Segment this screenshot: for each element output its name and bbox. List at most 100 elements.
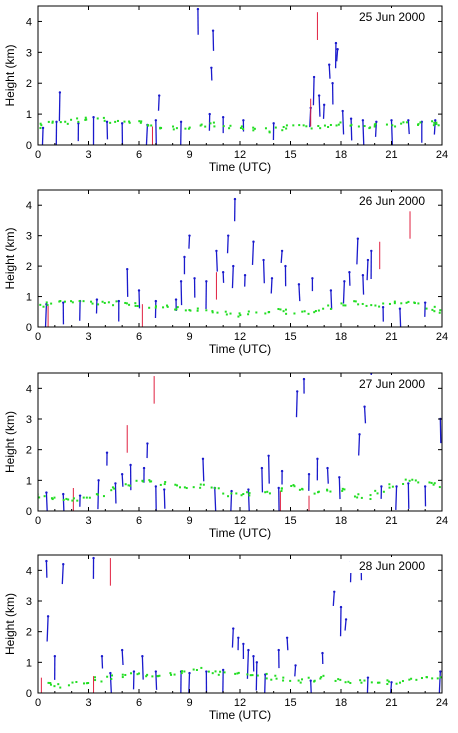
boundary-layer-point	[214, 487, 217, 490]
boundary-layer-point	[228, 127, 231, 130]
boundary-layer-point	[196, 307, 199, 310]
boundary-layer-point	[96, 493, 99, 496]
cloud-base-point	[120, 648, 124, 652]
cloud-base-mark	[336, 49, 339, 62]
boundary-layer-point	[176, 306, 179, 309]
boundary-layer-point	[134, 304, 137, 307]
cloud-base-point	[361, 274, 365, 277]
x-tick-label: 21	[385, 149, 397, 161]
x-tick-label: 0	[35, 149, 41, 161]
boundary-layer-point	[106, 675, 109, 678]
y-tick-label: 3	[26, 231, 32, 243]
boundary-layer-point	[317, 309, 320, 312]
boundary-layer-point	[317, 491, 320, 494]
cloud-base-mark	[438, 671, 441, 693]
plot-area	[40, 556, 442, 693]
boundary-layer-point	[340, 302, 343, 305]
boundary-layer-point	[51, 121, 54, 124]
boundary-layer-point	[253, 127, 256, 130]
boundary-layer-point	[404, 478, 407, 481]
cloud-base-point	[316, 457, 319, 461]
boundary-layer-point	[266, 490, 269, 493]
cloud-base-point	[349, 117, 353, 120]
boundary-layer-point	[148, 306, 151, 309]
boundary-layer-point	[101, 300, 104, 303]
boundary-layer-point	[83, 682, 86, 685]
boundary-layer-point	[247, 313, 250, 316]
cloud-base-mark	[163, 489, 166, 509]
boundary-layer-point	[125, 302, 128, 305]
cloud-base-point	[326, 466, 329, 470]
boundary-layer-point	[75, 680, 78, 683]
axis-frame	[37, 189, 443, 328]
date-label: 27 Jun 2000	[359, 377, 425, 391]
cloud-base-mark	[226, 235, 229, 254]
date-label-backing	[350, 375, 436, 391]
y-axis-label: Height (km)	[3, 593, 17, 655]
boundary-layer-point	[373, 123, 376, 126]
boundary-layer-point	[275, 677, 278, 680]
cloud-base-mark	[363, 406, 367, 424]
boundary-layer-point	[172, 125, 175, 128]
boundary-layer-point	[337, 123, 340, 126]
boundary-layer-point	[62, 498, 65, 501]
cloud-base-mark	[332, 591, 335, 606]
boundary-layer-point	[419, 121, 422, 124]
boundary-layer-point	[298, 124, 301, 127]
boundary-layer-point	[91, 302, 94, 305]
boundary-layer-point	[335, 124, 338, 127]
cloud-base-point	[336, 48, 339, 51]
x-axis-label: Time (UTC)	[209, 342, 271, 356]
cloud-base-mark	[41, 127, 44, 145]
x-tick-label: 24	[436, 149, 448, 161]
boundary-layer-point	[88, 496, 91, 499]
boundary-layer-point	[433, 121, 436, 124]
boundary-layer-point	[357, 493, 360, 496]
boundary-layer-point	[172, 128, 175, 131]
y-tick-label: 1	[26, 109, 32, 121]
x-tick-label: 9	[186, 149, 192, 161]
boundary-layer-point	[433, 305, 436, 308]
boundary-layer-point	[274, 126, 277, 129]
axis-frame	[37, 554, 443, 694]
boundary-layer-point	[430, 481, 433, 484]
boundary-layer-point	[299, 681, 302, 684]
boundary-layer-point	[268, 492, 271, 495]
boundary-layer-point	[341, 489, 344, 492]
boundary-layer-point	[103, 119, 106, 122]
boundary-layer-point	[267, 311, 270, 314]
boundary-layer-point	[49, 682, 52, 685]
boundary-layer-point	[248, 494, 251, 497]
x-tick-label: 18	[335, 331, 347, 343]
cloud-base-point	[423, 301, 427, 304]
boundary-layer-point	[334, 679, 337, 682]
boundary-layer-point	[39, 303, 42, 306]
cloud-base-mark	[262, 260, 265, 284]
boundary-layer-point	[376, 681, 379, 684]
boundary-layer-point	[399, 681, 402, 684]
boundary-layer-point	[170, 673, 173, 676]
boundary-layer-point	[150, 480, 153, 483]
boundary-layer-point	[388, 486, 391, 489]
cloud-base-point	[215, 249, 218, 253]
boundary-layer-point	[292, 124, 295, 127]
y-axis-label: Height (km)	[3, 44, 17, 106]
boundary-layer-point	[240, 494, 243, 497]
cloud-base-point	[302, 377, 306, 381]
cloud-base-mark	[294, 665, 297, 677]
boundary-layer-point	[382, 302, 385, 305]
cloud-base-point	[62, 301, 65, 304]
cloud-base-point	[232, 264, 235, 268]
boundary-layer-point	[369, 494, 372, 497]
cloud-base-point	[41, 126, 45, 130]
cloud-base-point	[221, 271, 225, 274]
boundary-layer-point	[264, 312, 267, 315]
cloud-base-mark	[356, 238, 359, 265]
boundary-layer-point	[282, 679, 285, 682]
cloud-base-mark	[366, 259, 369, 281]
boundary-layer-point	[252, 126, 255, 129]
y-tick-label: 0	[26, 140, 32, 152]
boundary-layer-point	[211, 311, 214, 314]
